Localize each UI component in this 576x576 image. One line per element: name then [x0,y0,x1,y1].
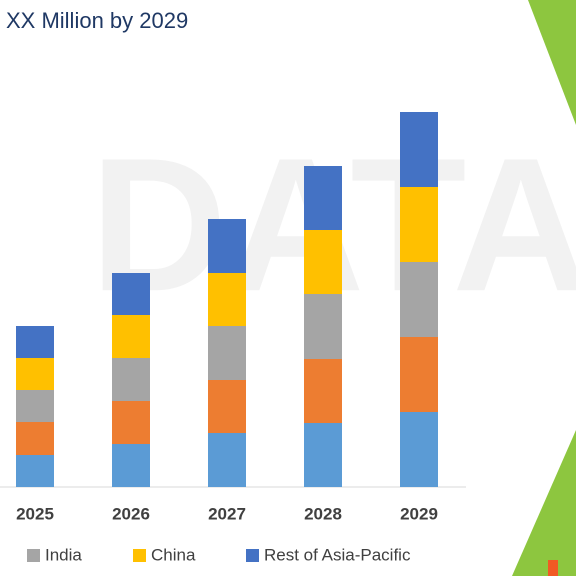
bar-segment [400,187,438,262]
chart-title: XX Million by 2029 [6,8,188,33]
bar-segment [304,166,342,230]
decor-orange [548,560,558,576]
bar-segment [208,219,246,273]
x-tick-label: 2029 [400,504,438,523]
bar-segment [208,433,246,487]
bar-segment [112,315,150,358]
bar-segment [16,422,54,455]
bar-segment [400,412,438,487]
legend-label: Rest of Asia-Pacific [264,545,411,564]
bar-segment [112,358,150,401]
x-tick-label: 2026 [112,504,150,523]
legend-swatch [133,549,146,562]
bar-segment [400,112,438,187]
decor-green [512,430,576,576]
x-tick-label: 2025 [16,504,54,523]
bar-segment [304,423,342,487]
bar-segment [400,337,438,412]
decor-green [528,0,576,125]
bar-segment [16,455,54,487]
bar-segment [208,273,246,326]
x-tick-label: 2028 [304,504,342,523]
legend-swatch [246,549,259,562]
bar-segment [208,380,246,433]
bar-segment [16,390,54,422]
x-tick-label: 2027 [208,504,246,523]
bar-segment [304,294,342,359]
bar-segment [304,230,342,294]
bar-segment [304,359,342,423]
bar-segment [400,262,438,337]
legend-label: India [45,545,82,564]
bar-segment [112,444,150,487]
bar-segment [16,358,54,390]
bar-segment [112,401,150,444]
legend-swatch [27,549,40,562]
bar-segment [208,326,246,380]
legend-label: China [151,545,196,564]
bar-segment [16,326,54,358]
bar-segment [112,273,150,315]
